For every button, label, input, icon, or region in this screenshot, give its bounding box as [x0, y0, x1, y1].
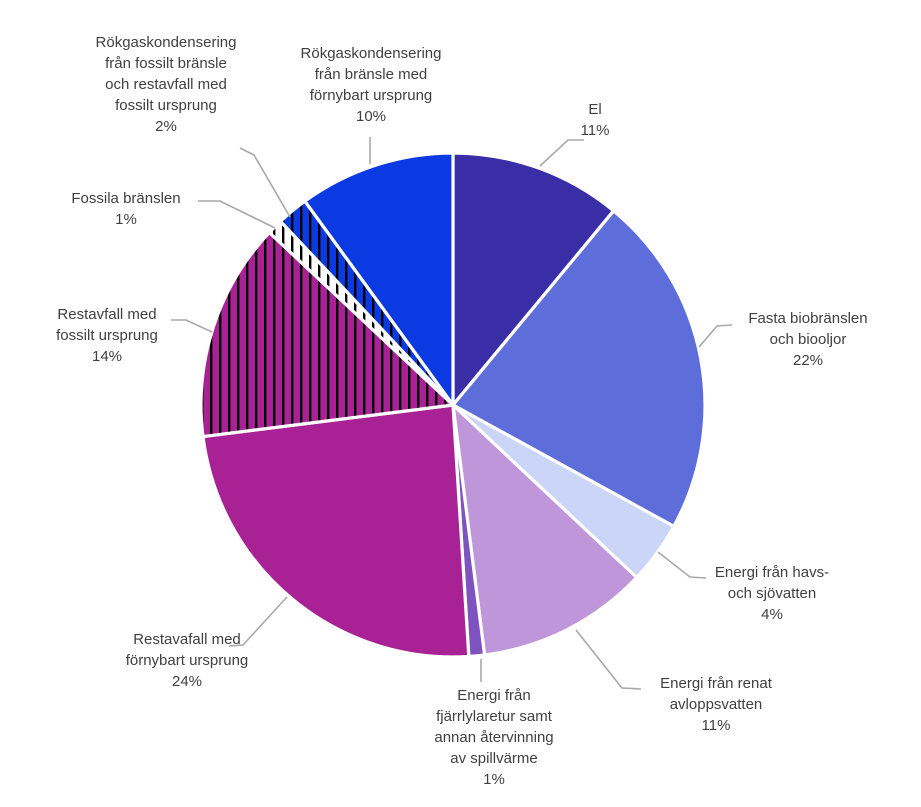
- leader-line-energi-fr-n-renat-avloppsvatten: [575, 629, 642, 690]
- leader-line-fossila-br-nslen: [198, 200, 276, 229]
- leader-line-r-kgaskondensering-fr-n-fossilt-br-nsle-: [239, 147, 291, 218]
- pie-slice-r-kgaskondensering-fr-n-br-nsle-med-f-rn: [303, 151, 455, 407]
- pie-slice-restavfall-med-fossilt-ursprung: [199, 230, 455, 439]
- leader-line-fasta-biobr-nslen-och-biooljor: [698, 324, 733, 348]
- pie-slice-el: [451, 151, 616, 407]
- leader-line-el: [539, 139, 584, 167]
- leader-lines: [171, 137, 733, 690]
- pie-slice-energi-fr-n-renat-avloppsvatten: [451, 403, 639, 657]
- leader-line-restavafall-med-f-rnybart-ursprung: [228, 596, 288, 647]
- pie-slice-restavafall-med-f-rnybart-ursprung: [201, 403, 471, 659]
- pie-slices: [199, 151, 707, 659]
- leader-line-energi-fr-n-havs-och-sj-vatten: [657, 551, 707, 579]
- leader-line-restavfall-med-fossilt-ursprung: [171, 319, 213, 333]
- pie-slice-fasta-biobr-nslen-och-biooljor: [451, 209, 707, 528]
